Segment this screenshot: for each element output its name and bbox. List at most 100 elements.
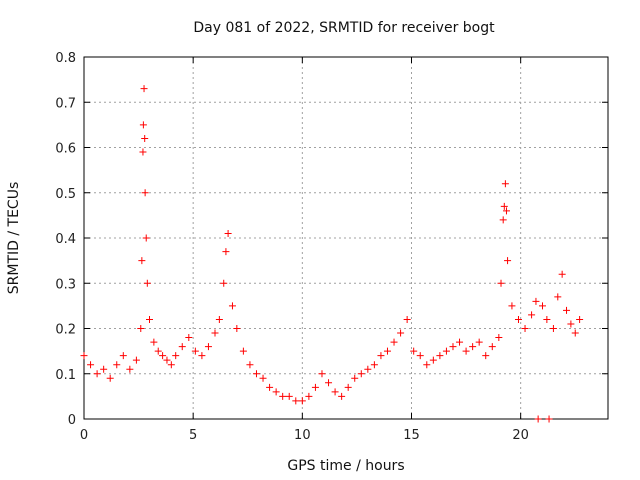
data-point <box>167 361 175 369</box>
data-point <box>370 361 378 369</box>
data-point <box>224 229 232 237</box>
x-tick-label: 10 <box>294 428 311 443</box>
data-point <box>87 361 95 369</box>
y-axis-label: SRMTID / TECUs <box>6 182 22 295</box>
data-point <box>222 248 230 256</box>
data-point <box>141 189 149 197</box>
data-point <box>429 356 437 364</box>
data-point <box>215 315 223 323</box>
data-point <box>442 347 450 355</box>
data-point <box>403 315 411 323</box>
data-point <box>501 180 509 188</box>
data-point <box>159 352 167 360</box>
data-point <box>534 415 542 423</box>
x-axis-ticks: 0 5 10 15 20 <box>80 57 529 443</box>
data-point <box>344 383 352 391</box>
data-point <box>211 329 219 337</box>
data-point <box>239 347 247 355</box>
data-point <box>554 293 562 301</box>
data-point <box>482 352 490 360</box>
data-point <box>285 392 293 400</box>
data-point <box>80 352 88 360</box>
y-tick-label: 0.5 <box>55 187 76 202</box>
data-point <box>521 325 529 332</box>
data-point <box>140 85 148 93</box>
data-point <box>539 302 546 310</box>
x-tick-label: 0 <box>80 428 88 443</box>
data-point <box>504 257 512 265</box>
data-point <box>545 415 553 423</box>
x-tick-label: 15 <box>403 428 420 443</box>
data-point <box>397 329 405 337</box>
data-point <box>311 383 319 391</box>
data-point <box>141 134 149 142</box>
data-point <box>106 374 114 382</box>
data-point <box>132 356 140 364</box>
y-tick-label: 0.2 <box>55 323 76 338</box>
data-point <box>305 392 313 400</box>
data-point <box>272 388 280 396</box>
data-point <box>558 270 566 278</box>
y-tick-label: 0.4 <box>55 232 76 247</box>
data-point <box>246 361 254 369</box>
data-point <box>113 361 121 369</box>
data-point <box>119 352 127 360</box>
data-points <box>80 85 584 423</box>
chart-title: Day 081 of 2022, SRMTID for receiver bog… <box>193 20 495 36</box>
data-point <box>571 329 579 337</box>
data-point <box>325 379 333 387</box>
data-point <box>178 343 186 351</box>
data-point <box>150 338 158 346</box>
data-point <box>576 315 584 323</box>
data-point <box>331 388 339 396</box>
data-point <box>266 383 274 391</box>
data-point <box>508 302 516 310</box>
data-point <box>198 352 206 360</box>
data-point <box>191 347 199 355</box>
y-tick-label: 0.3 <box>55 277 76 292</box>
data-point <box>495 334 503 342</box>
data-point <box>488 343 496 351</box>
data-point <box>449 343 457 351</box>
data-point <box>142 234 150 242</box>
data-point <box>563 306 571 314</box>
y-tick-label: 0 <box>68 413 76 428</box>
data-point <box>93 370 101 378</box>
data-point <box>364 365 372 373</box>
data-point <box>204 343 212 351</box>
data-point <box>436 352 444 360</box>
data-point <box>279 392 287 400</box>
data-point <box>377 352 385 360</box>
y-tick-label: 0.8 <box>55 51 76 66</box>
data-point <box>410 347 418 355</box>
data-point <box>532 297 540 305</box>
x-tick-label: 20 <box>512 428 529 443</box>
data-point <box>549 325 557 332</box>
data-point <box>383 347 391 355</box>
data-point <box>298 397 306 405</box>
data-point <box>143 279 151 287</box>
data-point <box>528 311 536 319</box>
data-point <box>499 216 507 224</box>
grid-lines <box>84 57 608 419</box>
data-point <box>543 315 551 323</box>
y-tick-label: 0.1 <box>55 368 76 383</box>
data-point <box>357 370 365 378</box>
data-point <box>100 365 108 373</box>
y-axis-ticks: 0 0.1 0.2 0.3 0.4 0.5 0.6 0.7 0.8 <box>55 51 608 428</box>
data-point <box>185 334 193 342</box>
data-point <box>139 121 147 129</box>
data-point <box>259 374 267 382</box>
data-point <box>233 325 241 332</box>
data-point <box>154 347 162 355</box>
data-point <box>163 356 171 364</box>
data-point <box>338 392 346 400</box>
data-point <box>416 352 424 360</box>
data-point <box>318 370 326 378</box>
data-point <box>456 338 464 346</box>
data-point <box>139 148 147 156</box>
data-point <box>146 315 153 323</box>
x-axis-label: GPS time / hours <box>287 458 404 474</box>
